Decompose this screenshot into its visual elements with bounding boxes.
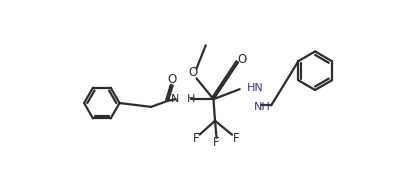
Text: N: N — [171, 94, 179, 104]
Text: NH: NH — [254, 102, 271, 112]
Text: O: O — [188, 66, 198, 79]
Text: F: F — [192, 132, 198, 145]
Text: O: O — [167, 73, 176, 86]
Text: F: F — [232, 132, 239, 145]
Text: H: H — [186, 94, 194, 104]
Text: HN: HN — [246, 83, 263, 93]
Text: O: O — [237, 53, 246, 66]
Text: F: F — [213, 136, 220, 149]
